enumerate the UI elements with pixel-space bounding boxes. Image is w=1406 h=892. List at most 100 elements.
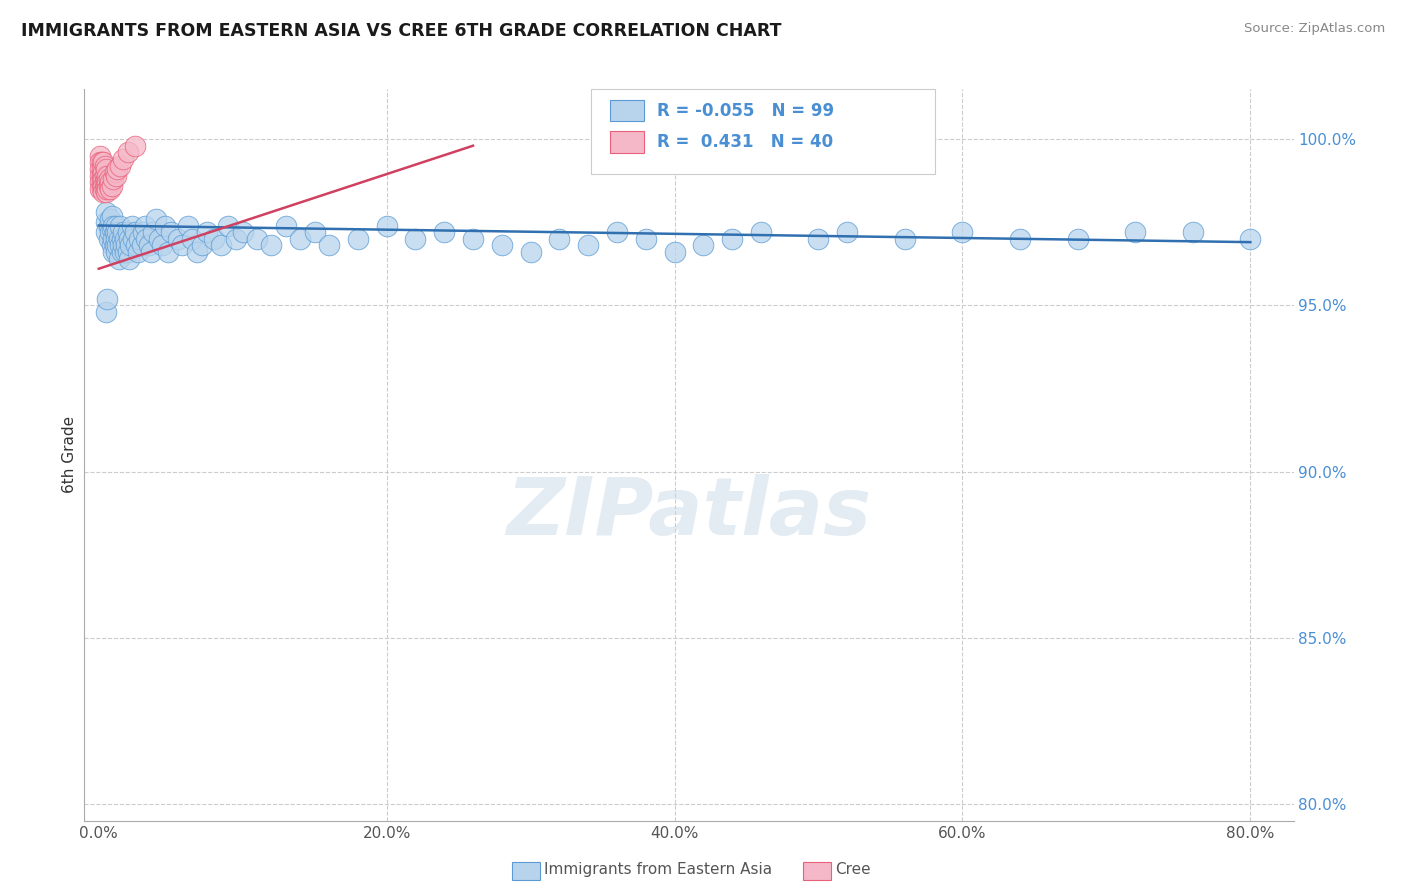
Point xyxy=(93,175,115,189)
Point xyxy=(404,232,426,246)
Point xyxy=(90,155,112,169)
Point xyxy=(96,292,118,306)
Point xyxy=(433,225,456,239)
Point xyxy=(148,232,170,246)
Point xyxy=(89,169,111,183)
Text: R = -0.055   N = 99: R = -0.055 N = 99 xyxy=(657,102,834,120)
Point xyxy=(98,175,121,189)
Point xyxy=(139,245,162,260)
Point xyxy=(1123,225,1146,239)
Text: Source: ZipAtlas.com: Source: ZipAtlas.com xyxy=(1244,22,1385,36)
Point xyxy=(91,178,114,193)
Point xyxy=(114,245,136,260)
Point xyxy=(191,238,214,252)
Point xyxy=(94,215,117,229)
Point xyxy=(97,232,120,246)
Point xyxy=(100,238,122,252)
Point xyxy=(121,219,143,233)
Point xyxy=(217,219,239,233)
Point xyxy=(172,238,194,252)
Point xyxy=(209,238,232,252)
Point xyxy=(131,238,153,252)
Point xyxy=(93,169,115,183)
Point xyxy=(96,169,118,183)
Point xyxy=(90,169,112,183)
Point xyxy=(100,209,122,223)
Point xyxy=(101,245,124,260)
Point xyxy=(90,182,112,196)
Point xyxy=(108,232,131,246)
Point xyxy=(128,232,150,246)
Point xyxy=(177,219,200,233)
Point xyxy=(112,238,135,252)
Point xyxy=(195,225,218,239)
Point xyxy=(167,232,190,246)
Point xyxy=(118,232,141,246)
Point xyxy=(664,245,686,260)
Point xyxy=(105,219,128,233)
Text: Immigrants from Eastern Asia: Immigrants from Eastern Asia xyxy=(544,863,772,877)
Point xyxy=(246,232,269,246)
Point xyxy=(89,155,111,169)
Point xyxy=(105,232,128,246)
Point xyxy=(117,225,139,239)
Point xyxy=(104,225,127,239)
Point xyxy=(98,182,121,196)
Point xyxy=(91,155,114,169)
Point xyxy=(97,178,120,193)
Point xyxy=(606,225,628,239)
Point xyxy=(749,225,772,239)
Point xyxy=(91,165,114,179)
Point xyxy=(1239,232,1261,246)
Point xyxy=(132,225,155,239)
Point xyxy=(94,172,117,186)
Point xyxy=(97,219,120,233)
Point xyxy=(91,172,114,186)
Point xyxy=(101,172,124,186)
Point xyxy=(118,252,141,266)
Point xyxy=(110,238,132,252)
Point xyxy=(90,161,112,176)
Point xyxy=(807,232,830,246)
Point xyxy=(114,232,136,246)
Point xyxy=(145,211,167,226)
Point xyxy=(104,165,127,179)
Point xyxy=(108,252,131,266)
Text: ZIPatlas: ZIPatlas xyxy=(506,475,872,552)
Point xyxy=(98,225,121,239)
Point xyxy=(134,219,156,233)
Point xyxy=(111,232,134,246)
Point xyxy=(837,225,859,239)
Point xyxy=(107,161,129,176)
Point xyxy=(112,152,135,166)
Point xyxy=(576,238,599,252)
Text: R =  0.431   N = 40: R = 0.431 N = 40 xyxy=(657,133,832,151)
Point xyxy=(375,219,398,233)
Point xyxy=(94,186,117,200)
Point xyxy=(1008,232,1031,246)
Point xyxy=(96,175,118,189)
Point xyxy=(142,225,165,239)
Point xyxy=(90,175,112,189)
Point xyxy=(94,225,117,239)
Point xyxy=(304,225,326,239)
Point xyxy=(117,245,139,260)
Point xyxy=(159,225,181,239)
Point xyxy=(89,175,111,189)
Point xyxy=(101,232,124,246)
Point xyxy=(94,178,117,193)
Point xyxy=(110,159,132,173)
Point xyxy=(1066,232,1088,246)
Point xyxy=(124,138,146,153)
Point xyxy=(135,232,157,246)
Point xyxy=(122,232,145,246)
Point xyxy=(150,238,173,252)
Point xyxy=(101,219,124,233)
Point xyxy=(107,225,129,239)
Point xyxy=(634,232,657,246)
Point xyxy=(111,245,134,260)
Point xyxy=(124,225,146,239)
Point xyxy=(125,238,148,252)
Point xyxy=(104,238,127,252)
Point xyxy=(89,182,111,196)
